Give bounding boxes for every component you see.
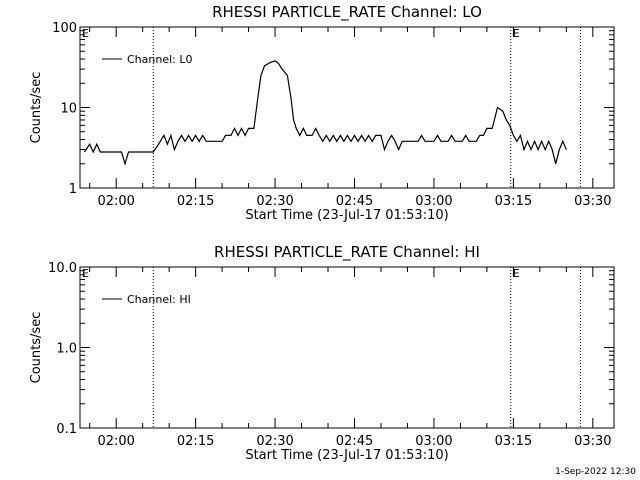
x-tick-label: 02:45 [336,194,373,209]
plot-frame [79,266,615,429]
x-tick-label: 03:00 [415,194,452,209]
y-tick-label: 1.0 [56,342,77,357]
x-tick-label: 03:00 [415,434,452,449]
series-line [83,60,567,166]
x-axis-label: Start Time (23-Jul-17 01:53:10) [245,448,448,463]
x-tick-label: 03:30 [574,434,611,449]
date-stamp: 1-Sep-2022 12:30 [555,467,636,477]
y-tick-label: 1 [69,182,77,197]
chart-title: RHESSI PARTICLE_RATE Channel: LO [212,3,482,22]
event-marker: E [513,267,520,280]
x-tick-label: 02:30 [256,194,293,209]
x-tick-label: 02:15 [177,434,214,449]
event-marker: E [513,27,520,40]
x-tick-label: 02:30 [256,434,293,449]
x-tick-label: 02:15 [177,194,214,209]
y-tick-label: 10.0 [48,261,77,276]
plot-frame [79,26,615,189]
event-marker: E [82,267,89,280]
x-tick-label: 03:30 [574,194,611,209]
legend-label: Channel: HI [127,293,191,306]
y-tick-label: 100 [52,21,77,36]
y-tick-label: 10 [60,102,77,117]
chart-panel-hi: RHESSI PARTICLE_RATE Channel: HI 0.1 1.0 10… [29,243,615,463]
y-axis-label: Counts/sec [29,72,44,144]
x-tick-label: 03:15 [495,434,532,449]
x-tick-label: 02:00 [97,434,134,449]
y-axis-label: Counts/sec [29,312,44,384]
chart-panel-lo: RHESSI PARTICLE_RATE Channel: LO 1 10 100 02… [29,3,615,223]
y-tick-label: 0.1 [56,422,77,437]
x-tick-label: 03:15 [495,194,532,209]
legend-label: Channel: L0 [127,53,193,66]
x-tick-label: 02:00 [97,194,134,209]
x-tick-label: 02:45 [336,434,373,449]
x-axis-label: Start Time (23-Jul-17 01:53:10) [245,208,448,223]
chart-title: RHESSI PARTICLE_RATE Channel: HI [214,243,480,262]
event-marker: E [82,27,89,40]
